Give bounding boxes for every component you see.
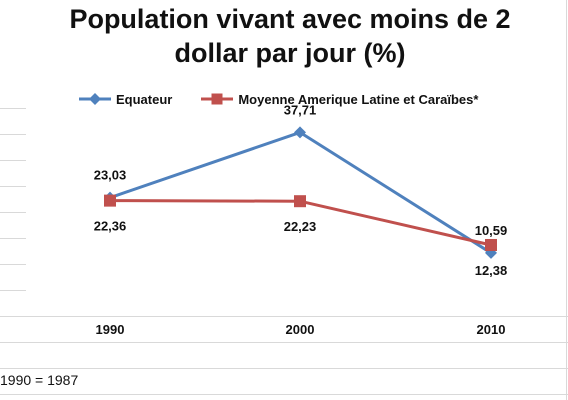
point-equateur-2000 (294, 126, 306, 139)
chart-title: Population vivant avec moins de 2 dollar… (40, 2, 540, 70)
x-tick-label-2000: 2000 (286, 322, 315, 337)
data-label-equateur-2000: 37,71 (284, 102, 317, 117)
x-tick-label-1990: 1990 (96, 322, 125, 337)
x-tick-label-2010: 2010 (477, 322, 506, 337)
data-label-moyenne-2000: 22,23 (284, 219, 317, 234)
legend-label-moyenne: Moyenne Amerique Latine et Caraïbes* (238, 91, 479, 107)
point-moyenne-2000 (294, 195, 306, 208)
chart-title-line-2: dollar par jour (%) (174, 38, 406, 68)
data-label-moyenne-2010: 12,38 (475, 263, 508, 278)
legend-swatch-moyenne (201, 93, 234, 105)
data-label-equateur-1990: 23,03 (94, 168, 127, 183)
point-moyenne-1990 (104, 194, 116, 207)
series-line-0 (109, 130, 492, 255)
data-label-moyenne-1990: 22,36 (94, 219, 127, 234)
legend-item-equateur: Equateur (78, 92, 172, 107)
legend-item-moyenne: Moyenne Amerique Latine et Caraïbes* (200, 92, 478, 107)
point-moyenne-2010 (485, 238, 497, 251)
chart-legend: Equateur Moyenne Amerique Latine et Cara… (78, 90, 506, 108)
data-label-equateur-2010: 10,59 (475, 223, 508, 238)
legend-swatch-equateur (79, 93, 111, 105)
legend-label-equateur: Equateur (116, 91, 173, 107)
footnote: 1990 = 1987 (0, 372, 79, 388)
chart-title-line-1: Population vivant avec moins de 2 (69, 4, 511, 34)
